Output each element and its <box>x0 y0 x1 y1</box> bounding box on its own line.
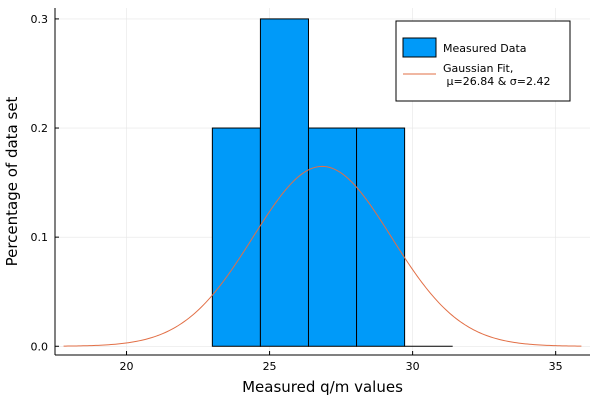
tick-labels: 20 25 30 35 0.0 0.1 0.2 0.3 <box>31 13 563 373</box>
legend-box <box>395 20 571 102</box>
axes <box>54 8 590 356</box>
x-axis-label: Measured q/m values <box>242 378 403 396</box>
x-tick-label: 35 <box>549 360 563 373</box>
y-axis-label: Percentage of data set <box>3 96 21 266</box>
gaussian-fit-line <box>63 165 582 347</box>
x-tick-label: 20 <box>120 360 134 373</box>
histogram-bars <box>211 18 453 347</box>
x-tick-label: 30 <box>406 360 420 373</box>
y-tick-label: 0.0 <box>31 340 49 353</box>
x-tick-label: 25 <box>263 360 277 373</box>
y-tick-label: 0.3 <box>31 13 49 26</box>
legend: Measured Data Gaussian Fit, μ=26.84 & σ=… <box>395 20 571 102</box>
histogram-bar <box>356 127 406 347</box>
y-tick-label: 0.1 <box>31 231 49 244</box>
gaussian-fit <box>63 165 582 347</box>
y-tick-label: 0.2 <box>31 122 49 135</box>
legend-label-gaussian-params: μ=26.84 & σ=2.42 <box>443 75 550 88</box>
histogram-bar <box>307 127 358 347</box>
histogram-bar <box>259 18 309 347</box>
legend-label-measured-data: Measured Data <box>443 42 527 55</box>
legend-swatch-measured-data <box>402 37 437 58</box>
legend-label-gaussian-fit: Gaussian Fit, <box>443 62 513 75</box>
